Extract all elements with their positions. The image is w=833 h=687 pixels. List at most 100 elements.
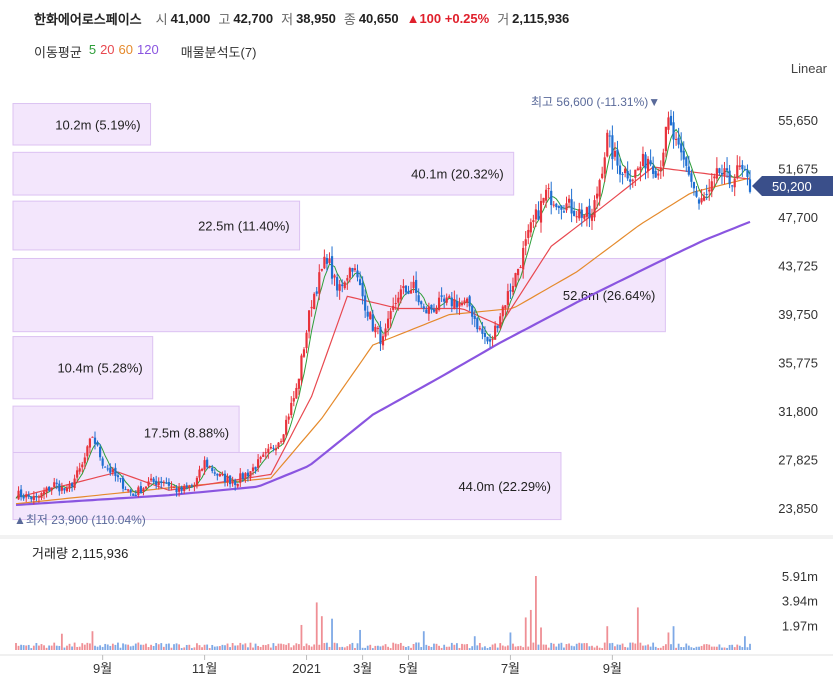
candle-body [733, 178, 736, 188]
open-value: 41,000 [170, 10, 211, 26]
volume-bar [377, 645, 379, 650]
volume-bar [300, 624, 303, 650]
stock-name: 한화에어로스페이스 [34, 11, 142, 27]
volume-bar [550, 642, 553, 650]
candle-body [96, 442, 99, 446]
candle-body [239, 473, 242, 483]
volume-bar [749, 643, 751, 650]
scale-toggle[interactable]: Linear [790, 61, 827, 76]
candle-body [68, 484, 71, 489]
volume-bar [101, 646, 104, 650]
candle-body [348, 268, 351, 278]
volume-bar [425, 644, 428, 650]
candle-body [236, 483, 239, 487]
x-tick-label: 5월 [399, 661, 418, 676]
candle-body [185, 485, 188, 488]
candle-body [155, 480, 158, 485]
volume-bar [86, 642, 89, 650]
ma-legend[interactable]: 이동평균 5 20 60 120 매물분석도(7) [34, 42, 256, 61]
volume-bar [162, 646, 165, 650]
candle-body [466, 298, 469, 303]
candle-body [443, 298, 446, 302]
volume-bar [73, 642, 76, 650]
candle-body [491, 339, 494, 341]
volume-bar [741, 647, 744, 650]
candle-body [593, 200, 596, 218]
volume-bar [415, 642, 418, 650]
volume-bar [731, 644, 734, 650]
volume-bar [142, 644, 145, 650]
candle-body [65, 487, 69, 492]
candle-body [81, 464, 84, 468]
volume-bar [649, 646, 652, 650]
volume-value: 2,115,936 [512, 10, 570, 26]
candle-body [618, 165, 622, 175]
x-tick-label: 3월 [353, 661, 372, 676]
volume-bar [427, 645, 430, 650]
candle-body [565, 203, 568, 211]
candle-body [320, 268, 323, 271]
volume-bar [654, 646, 657, 650]
candle-body [19, 489, 23, 498]
volume-bar [473, 636, 476, 650]
candle-body [392, 305, 395, 310]
volume-bar [165, 643, 168, 650]
candle-body [583, 215, 586, 219]
volume-bar [598, 647, 601, 650]
volume-bar [351, 642, 354, 650]
volume-profile-label[interactable]: 매물분석도(7) [180, 45, 257, 60]
volume-bar [58, 645, 61, 650]
volume-bar [672, 626, 675, 650]
volume-profile-box-2 [12, 200, 301, 251]
candle-body [37, 496, 41, 498]
volume-bar [629, 642, 632, 650]
volume-bar [593, 647, 596, 650]
high-marker: 최고 56,600 (-11.31%)▼ [531, 95, 660, 109]
candle-body [595, 193, 599, 199]
volume-bar [642, 645, 644, 650]
candle-body [216, 473, 219, 476]
candle-body [496, 325, 499, 329]
candle-body [366, 311, 369, 317]
volume-bar [25, 645, 28, 650]
volume-bar [379, 646, 382, 650]
volume-bar [463, 644, 466, 650]
candle-body [534, 209, 538, 220]
candle-body [669, 115, 673, 126]
volume-bar [66, 645, 68, 650]
candle-body [277, 442, 280, 448]
candle-body [149, 478, 153, 481]
candle-body [417, 295, 420, 303]
volume-bar [150, 644, 152, 650]
volume-bar [359, 629, 361, 650]
volume-profile-label-2: 22.5m (11.40%) [198, 219, 290, 234]
x-tick-label: 2021 [292, 661, 321, 676]
candle-body [634, 169, 637, 178]
candle-body [445, 297, 448, 303]
volume-bar [364, 647, 367, 650]
candle-body [336, 277, 339, 291]
volume-bar [450, 642, 453, 650]
candle-body [588, 205, 591, 219]
ma5-label: 5 [88, 42, 97, 57]
x-tick-label: 9월 [603, 661, 622, 676]
volume-bar [728, 644, 731, 650]
candle-body [682, 150, 685, 160]
candle-body [420, 301, 423, 305]
candle-body [504, 305, 507, 309]
candle-body [731, 185, 734, 187]
candle-body [223, 473, 227, 483]
candle-body [119, 478, 122, 480]
candle-body [203, 460, 206, 470]
volume-bar [55, 645, 58, 650]
candle-body [680, 143, 683, 153]
candle-body [713, 176, 716, 179]
volume-bar [285, 644, 288, 650]
volume-bar [252, 647, 254, 650]
ma120-label: 120 [137, 42, 159, 57]
candle-body [468, 296, 471, 307]
volume-bar [259, 646, 262, 650]
volume-bar [188, 644, 191, 650]
candle-body [402, 286, 405, 289]
